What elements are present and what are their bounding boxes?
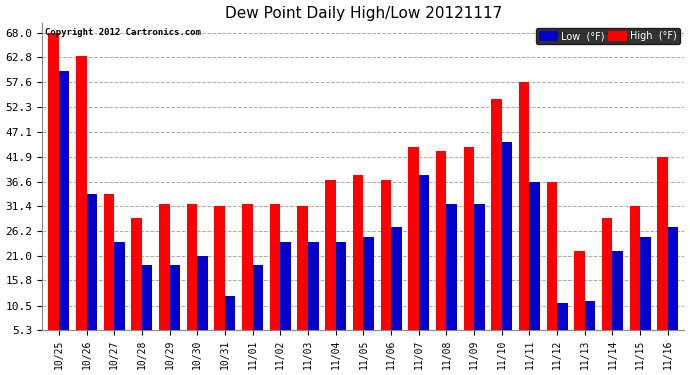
Legend: Low  (°F), High  (°F): Low (°F), High (°F)	[536, 28, 680, 44]
Bar	[335, 242, 346, 330]
Bar	[464, 147, 474, 330]
Bar	[658, 156, 668, 330]
Bar	[613, 251, 623, 330]
Bar	[86, 194, 97, 330]
Bar	[380, 180, 391, 330]
Bar	[308, 242, 319, 330]
Bar	[270, 204, 280, 330]
Bar	[640, 237, 651, 330]
Bar	[59, 70, 70, 330]
Bar	[529, 182, 540, 330]
Text: Copyright 2012 Cartronics.com: Copyright 2012 Cartronics.com	[46, 28, 201, 37]
Bar	[519, 82, 529, 330]
Bar	[630, 206, 640, 330]
Bar	[115, 242, 125, 330]
Bar	[602, 218, 613, 330]
Bar	[364, 237, 374, 330]
Bar	[142, 265, 152, 330]
Bar	[325, 180, 335, 330]
Bar	[491, 99, 502, 330]
Bar	[297, 206, 308, 330]
Bar	[76, 56, 86, 330]
Bar	[242, 204, 253, 330]
Bar	[391, 227, 402, 330]
Bar	[170, 265, 180, 330]
Bar	[187, 204, 197, 330]
Bar	[197, 256, 208, 330]
Bar	[585, 301, 595, 330]
Bar	[668, 227, 678, 330]
Bar	[446, 204, 457, 330]
Bar	[474, 204, 484, 330]
Bar	[502, 142, 512, 330]
Bar	[419, 175, 429, 330]
Bar	[48, 33, 59, 330]
Bar	[159, 204, 170, 330]
Bar	[280, 242, 291, 330]
Bar	[253, 265, 263, 330]
Bar	[131, 218, 142, 330]
Title: Dew Point Daily High/Low 20121117: Dew Point Daily High/Low 20121117	[225, 6, 502, 21]
Bar	[574, 251, 585, 330]
Bar	[557, 303, 568, 330]
Bar	[436, 152, 446, 330]
Bar	[215, 206, 225, 330]
Bar	[546, 182, 557, 330]
Bar	[408, 147, 419, 330]
Bar	[225, 296, 235, 330]
Bar	[104, 194, 115, 330]
Bar	[353, 175, 364, 330]
